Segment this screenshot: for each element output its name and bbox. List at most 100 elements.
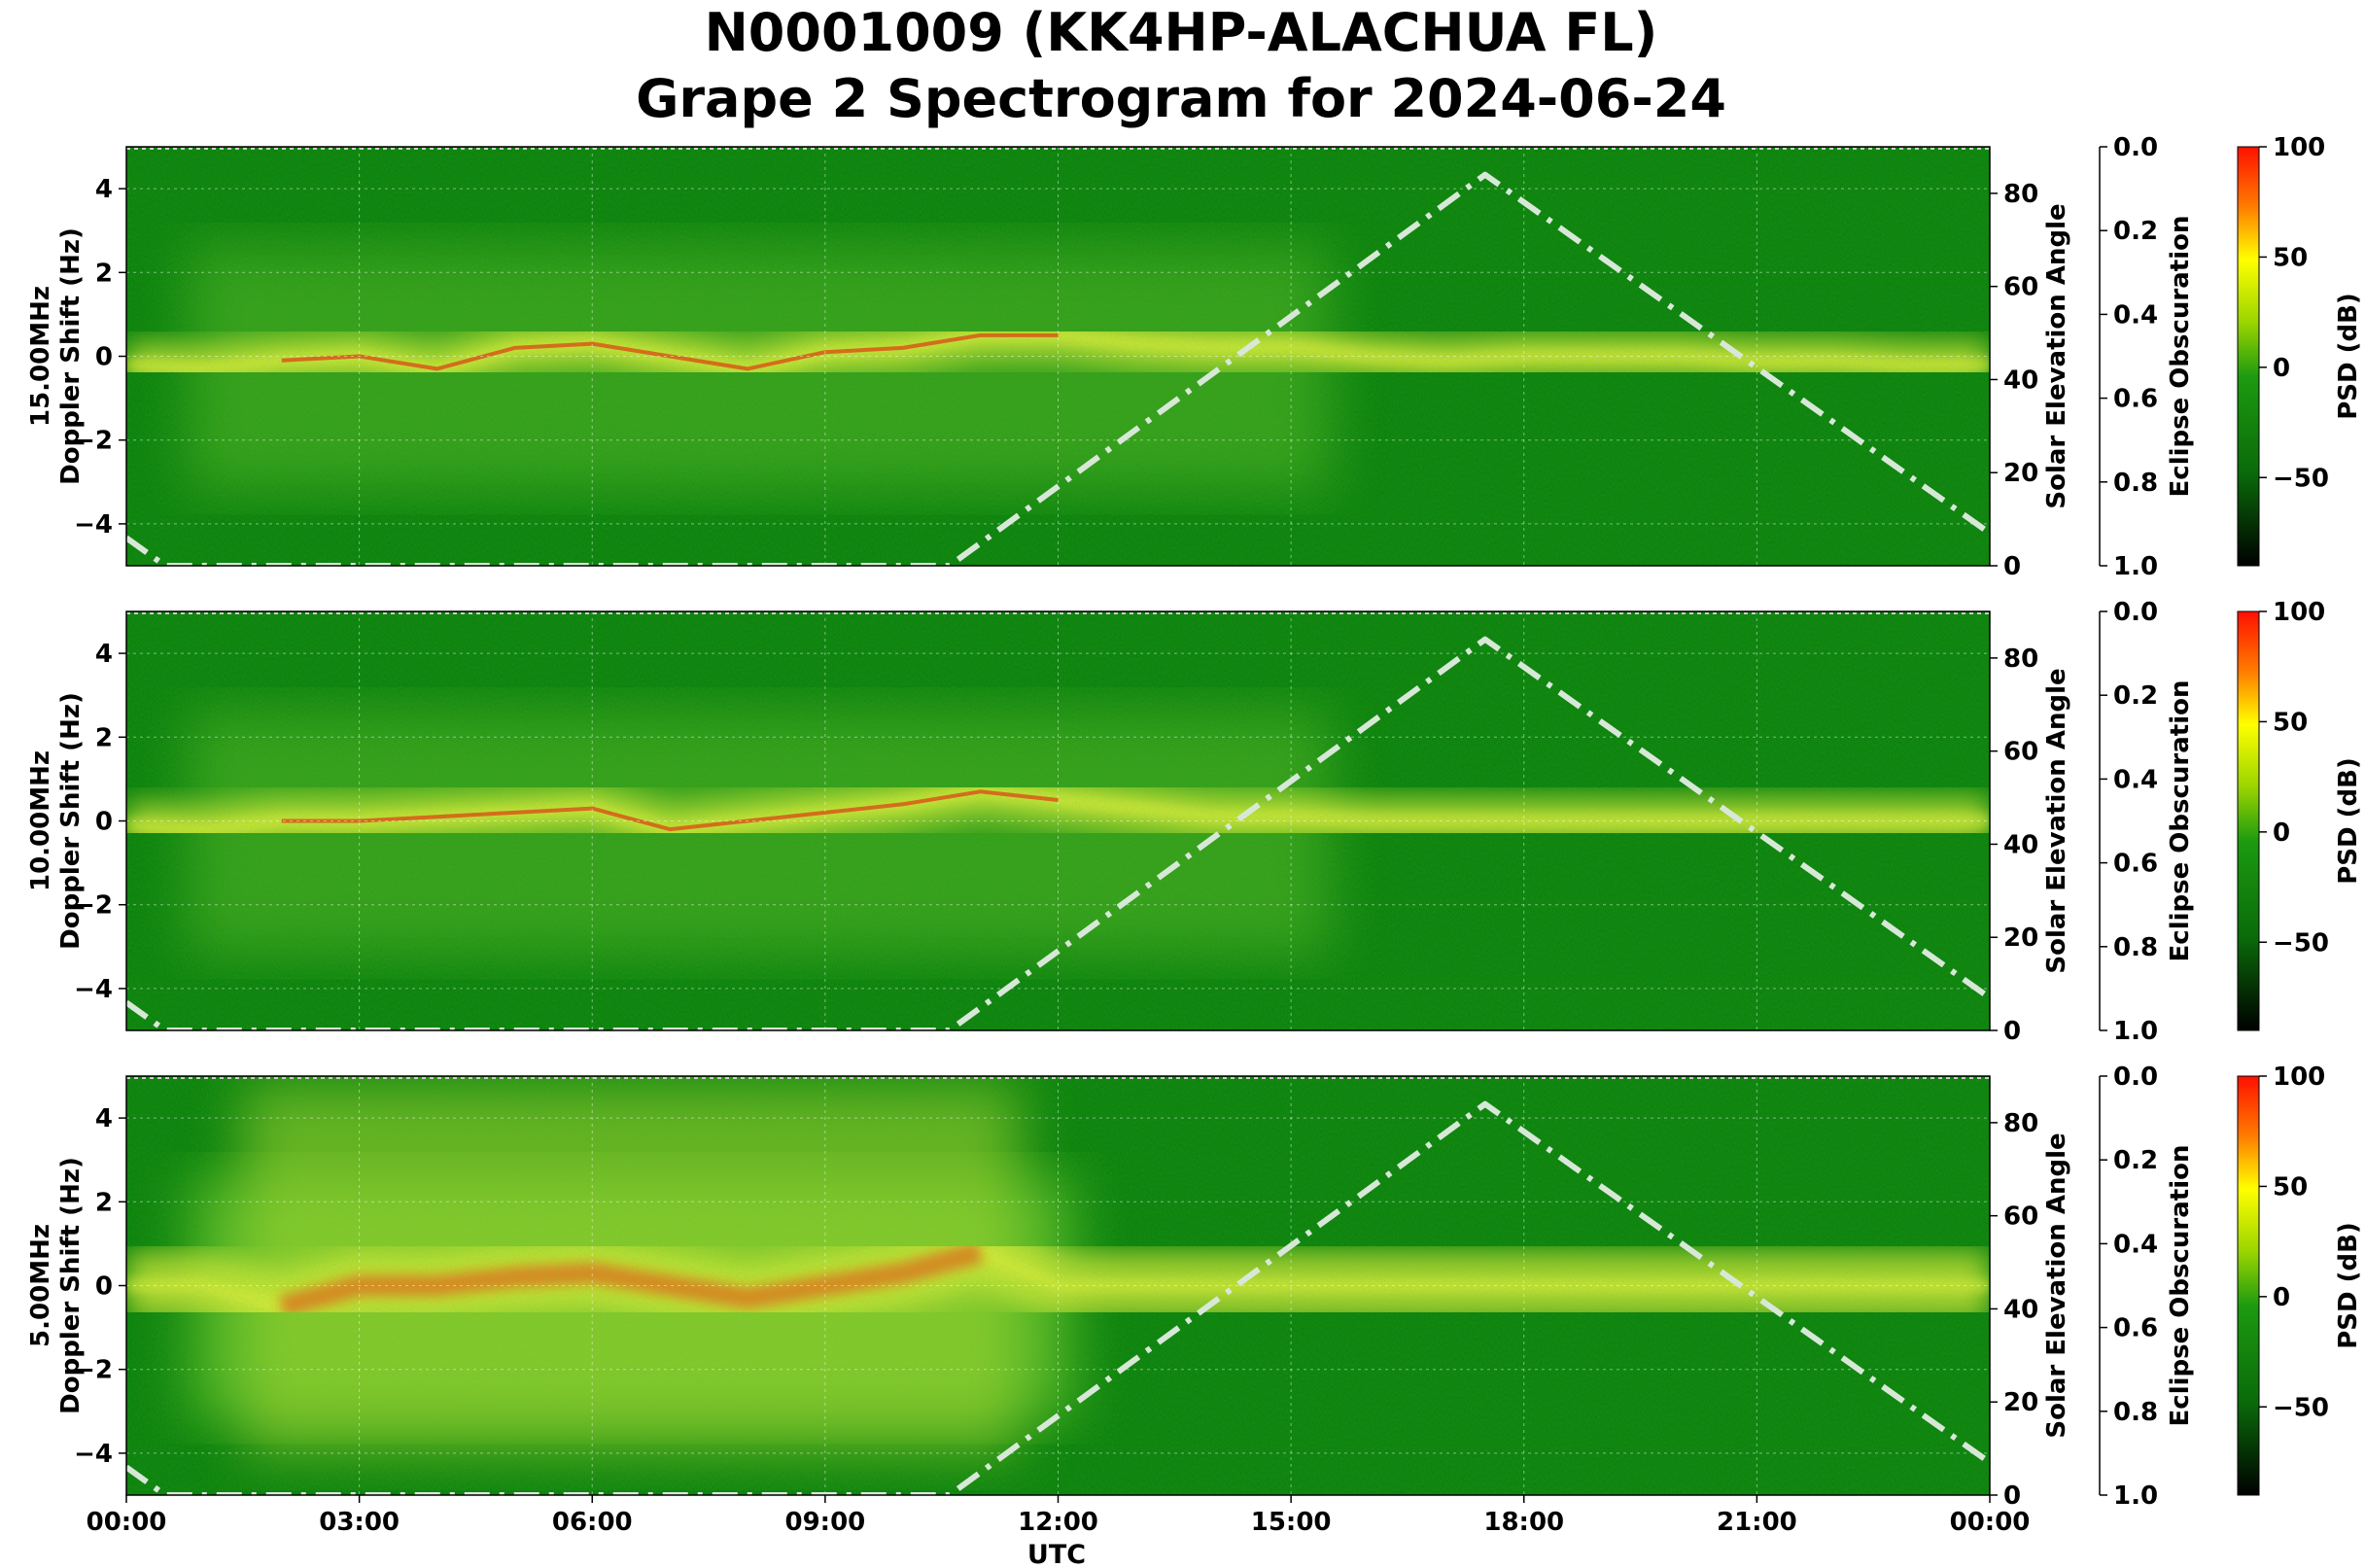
elevation-tick-label: 60 [2003, 1202, 2038, 1232]
eclipse-tick-label: 1.0 [2113, 552, 2158, 581]
eclipse-tick-label: 0.0 [2113, 1063, 2158, 1092]
colorbar-tick-label: −50 [2273, 464, 2329, 493]
colorbar [2237, 610, 2260, 1031]
y-axis-label: 15.00MHzDoppler Shift (Hz) [26, 227, 86, 485]
x-axis: 00:00 03:00 06:00 09:00 12:00 15:00 18:00 21:00… [87, 1495, 2031, 1537]
elevation-axis-label: Solar Elevation Angle [2042, 1132, 2071, 1438]
y-tick-label: −4 [74, 975, 113, 1004]
elevation-tick-label: 0 [2003, 552, 2021, 581]
elevation-tick-label: 40 [2003, 366, 2038, 395]
elevation-axis-label: Solar Elevation Angle [2042, 203, 2071, 508]
eclipse-axis-label: Eclipse Obscuration [2166, 680, 2195, 962]
eclipse-tick-label: 0.6 [2113, 1314, 2158, 1343]
y-axis-label: 5.00MHzDoppler Shift (Hz) [26, 1157, 86, 1414]
elevation-tick-label: 60 [2003, 273, 2038, 302]
eclipse-tick-label: 0.8 [2113, 469, 2158, 498]
colorbar-tick-label: 50 [2273, 708, 2308, 737]
colorbar [2237, 146, 2260, 567]
solar-elevation-curve [126, 636, 1990, 1030]
x-axis-label: UTC [1027, 1540, 1086, 1568]
eclipse-tick-label: 0.2 [2113, 681, 2158, 711]
eclipse-tick-label: 0.0 [2113, 133, 2158, 162]
colorbar-tick-label: 50 [2273, 1172, 2308, 1202]
x-tick-label: 00:00 [1950, 1508, 2031, 1537]
elevation-tick-label: 80 [2003, 1109, 2038, 1138]
doppler-label: Doppler Shift (Hz) [56, 692, 86, 950]
y-tick-label: 2 [95, 259, 113, 288]
y-tick-label: 2 [95, 1188, 113, 1217]
elevation-tick-label: 0 [2003, 1481, 2021, 1511]
x-tick-label: 18:00 [1483, 1508, 1564, 1537]
doppler-label: Doppler Shift (Hz) [56, 227, 86, 485]
colorbar-tick-label: 100 [2273, 1063, 2325, 1092]
colorbar-tick-label: −50 [2273, 1393, 2329, 1422]
elevation-tick-label: 20 [2003, 459, 2038, 488]
y-tick-label: −4 [74, 510, 113, 540]
panel-1: −4 −2 0 2 4 10.00MHzDoppler Shift (Hz) 0 20 40 60… [26, 598, 2363, 1046]
colorbar-tick-label: −50 [2273, 928, 2329, 958]
x-tick-label: 09:00 [784, 1508, 865, 1537]
figure-title-line2: Grape 2 Spectrogram for 2024-06-24 [636, 68, 1726, 129]
eclipse-tick-label: 0.4 [2113, 300, 2158, 330]
elevation-tick-label: 40 [2003, 1295, 2038, 1324]
colorbar-tick-label: 100 [2273, 598, 2325, 627]
eclipse-tick-label: 1.0 [2113, 1481, 2158, 1511]
y-tick-label: 0 [95, 1272, 113, 1302]
x-tick-label: 00:00 [87, 1508, 167, 1537]
colorbar-label: PSD (dB) [2334, 757, 2363, 885]
eclipse-tick-label: 0.8 [2113, 1398, 2158, 1427]
y-tick-label: −4 [74, 1440, 113, 1469]
eclipse-tick-label: 0.0 [2113, 598, 2158, 627]
frequency-label: 10.00MHz [26, 750, 55, 891]
eclipse-axis-label: Eclipse Obscuration [2166, 216, 2195, 498]
elevation-tick-label: 40 [2003, 830, 2038, 859]
colorbar-label: PSD (dB) [2334, 1222, 2363, 1349]
figure-title-line1: N0001009 (KK4HP-ALACHUA FL) [705, 2, 1658, 63]
plot-area [126, 147, 1990, 566]
frequency-label: 5.00MHz [26, 1224, 55, 1347]
elevation-tick-label: 20 [2003, 1388, 2038, 1417]
elevation-tick-label: 20 [2003, 923, 2038, 953]
plot-area [126, 1076, 1990, 1495]
x-tick-label: 12:00 [1018, 1508, 1098, 1537]
doppler-label: Doppler Shift (Hz) [56, 1157, 86, 1414]
y-tick-label: 0 [95, 808, 113, 837]
x-tick-label: 21:00 [1717, 1508, 1797, 1537]
eclipse-tick-label: 0.4 [2113, 1230, 2158, 1259]
elevation-tick-label: 80 [2003, 645, 2038, 674]
y-tick-label: −2 [74, 891, 113, 921]
eclipse-tick-label: 0.6 [2113, 850, 2158, 879]
elevation-axis-label: Solar Elevation Angle [2042, 668, 2071, 973]
colorbar-tick-label: 50 [2273, 243, 2308, 272]
x-tick-label: 03:00 [319, 1508, 400, 1537]
colorbar [2237, 1075, 2260, 1496]
panel-0: −4 −2 0 2 4 15.00MHzDoppler Shift (Hz) 0 20 40 60… [26, 133, 2363, 581]
colorbar-tick-label: 100 [2273, 133, 2325, 162]
plot-area [126, 611, 1990, 1030]
colorbar-tick-label: 0 [2273, 819, 2290, 848]
eclipse-tick-label: 0.8 [2113, 933, 2158, 962]
elevation-tick-label: 80 [2003, 180, 2038, 209]
eclipse-tick-label: 0.6 [2113, 385, 2158, 414]
y-tick-label: 4 [95, 640, 113, 669]
y-tick-label: 4 [95, 175, 113, 204]
eclipse-tick-label: 0.4 [2113, 765, 2158, 794]
eclipse-tick-label: 0.2 [2113, 217, 2158, 246]
x-tick-label: 06:00 [552, 1508, 633, 1537]
spectrogram-grain [126, 1076, 1990, 1495]
y-tick-label: 0 [95, 343, 113, 372]
solar-elevation-curve [126, 171, 1990, 566]
spectrogram-grain [126, 611, 1990, 1030]
panel-2: −4 −2 0 2 4 5.00MHzDoppler Shift (Hz) 0 20 40 60 8… [26, 1063, 2363, 1511]
colorbar-label: PSD (dB) [2334, 293, 2363, 420]
colorbar-tick-label: 0 [2273, 354, 2290, 383]
elevation-tick-label: 0 [2003, 1017, 2021, 1046]
colorbar-tick-label: 0 [2273, 1283, 2290, 1312]
elevation-tick-label: 60 [2003, 738, 2038, 767]
y-axis-label: 10.00MHzDoppler Shift (Hz) [26, 692, 86, 950]
eclipse-axis-label: Eclipse Obscuration [2166, 1145, 2195, 1427]
spectrogram-grain [126, 147, 1990, 566]
eclipse-tick-label: 0.2 [2113, 1146, 2158, 1175]
